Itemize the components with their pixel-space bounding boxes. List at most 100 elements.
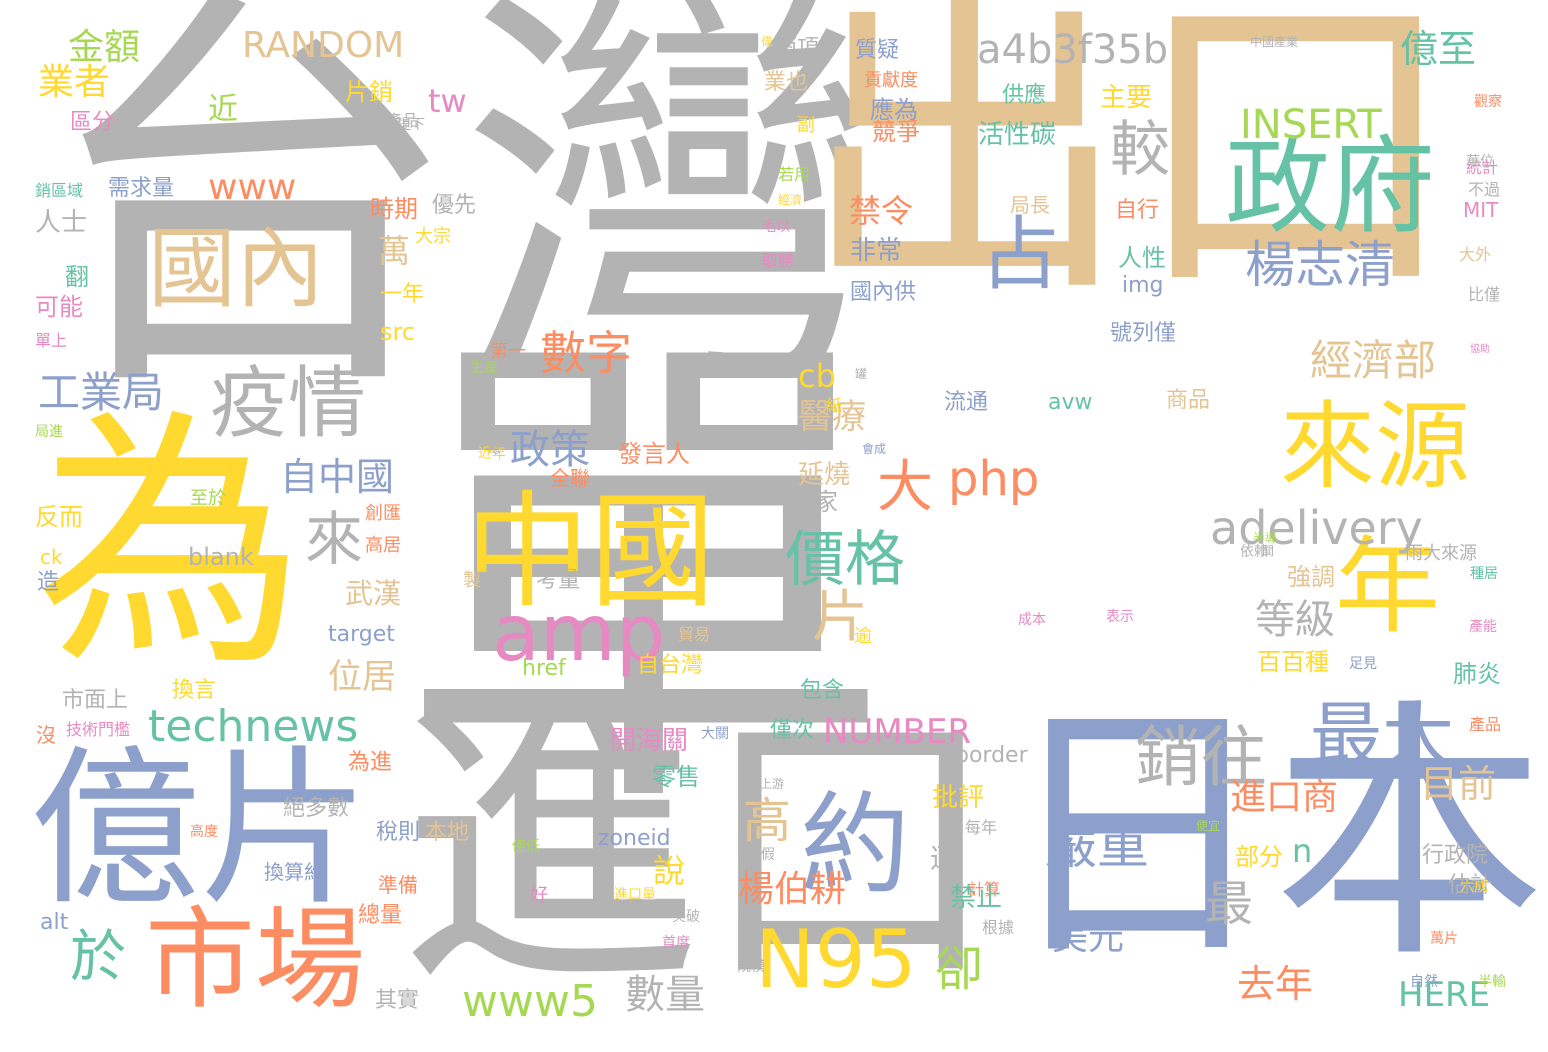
cloud-word: 工業局 <box>38 372 164 414</box>
cloud-word: 翻 <box>65 265 89 289</box>
cloud-word: 偉 <box>761 36 773 48</box>
cloud-word: 經濟部 <box>1310 340 1436 382</box>
cloud-word: 反而 <box>35 505 83 529</box>
cloud-word: 政府 <box>1225 135 1435 240</box>
cloud-word: 強調 <box>1287 565 1335 589</box>
cloud-word: zoneid <box>598 828 671 850</box>
cloud-word: 零售 <box>652 765 700 789</box>
cloud-word: 主要 <box>1100 85 1152 111</box>
cloud-word: RANDOM <box>242 28 404 64</box>
cloud-word: 說 <box>653 855 685 887</box>
cloud-word: 便宜 <box>1196 820 1220 832</box>
cloud-word: 非常 <box>850 238 902 264</box>
cloud-word: 業者 <box>38 65 110 101</box>
cloud-word: 卻 <box>935 945 983 993</box>
cloud-word: 高 <box>738 795 786 843</box>
cloud-word: 去年 <box>1237 965 1313 1003</box>
cloud-word: 延燒 <box>798 462 850 488</box>
cloud-word: 人士 <box>35 210 87 236</box>
cloud-word: 楊伯耕 <box>738 872 846 908</box>
cloud-word: 競爭 <box>872 120 920 144</box>
cloud-word: 總量 <box>358 905 402 927</box>
cloud-word: 準備 <box>378 875 418 895</box>
cloud-word: 創匯 <box>365 505 401 523</box>
cloud-word: 半導 <box>1253 532 1277 544</box>
cloud-word: 銷區域 <box>35 183 83 199</box>
cloud-word: 提下 <box>397 118 425 132</box>
cloud-word: 換算約 <box>264 862 324 882</box>
cloud-word: 區分 <box>70 112 114 134</box>
cloud-word: 業也 <box>764 72 808 94</box>
cloud-word: 間 <box>1262 545 1274 557</box>
cloud-word: 半輸 <box>1478 975 1506 989</box>
cloud-word: 大關 <box>701 727 729 741</box>
cloud-word: cb <box>798 360 836 392</box>
cloud-word: 不過 <box>1468 182 1500 198</box>
cloud-word: 禁令 <box>849 195 913 227</box>
cloud-word: 國內供 <box>850 282 916 304</box>
cloud-word: 毛以 <box>762 220 790 234</box>
cloud-word: 貿易 <box>678 627 710 643</box>
cloud-word: 造 <box>37 572 59 594</box>
cloud-word: www <box>208 170 296 206</box>
cloud-word: 武漢 <box>345 580 401 608</box>
cloud-word: 若用 <box>778 167 810 183</box>
cloud-word: 每年 <box>965 820 997 836</box>
cloud-word: 產品 <box>1469 717 1501 733</box>
cloud-word: 流通 <box>944 392 988 414</box>
cloud-word: 來 <box>305 510 363 568</box>
cloud-word: 位居 <box>328 660 396 694</box>
cloud-word: 僅次 <box>770 720 814 742</box>
cloud-word: 市場 <box>145 905 365 1015</box>
cloud-word: 較 <box>1110 120 1170 180</box>
cloud-word: border <box>955 745 1028 767</box>
cloud-word: 會成 <box>862 443 886 455</box>
cloud-word: 自行 <box>1115 200 1159 222</box>
cloud-word: 商品 <box>1166 390 1210 412</box>
cloud-word: 楊志清 <box>1245 240 1395 290</box>
cloud-word: src <box>380 320 415 344</box>
cloud-word: technews <box>148 705 358 749</box>
cloud-word: 自然 <box>1410 975 1438 989</box>
cloud-word: 價格 <box>785 530 905 590</box>
cloud-word: 時期 <box>370 197 418 221</box>
cloud-word: 優先 <box>432 195 476 217</box>
cloud-word: 大外 <box>1459 247 1491 263</box>
cloud-word: 最 <box>1205 880 1253 928</box>
cloud-word: 取勝 <box>762 253 794 269</box>
cloud-word: 批評 <box>932 785 984 811</box>
cloud-word: 大 <box>877 460 933 516</box>
cloud-word: 等級 <box>1255 600 1335 640</box>
cloud-word: alt <box>40 912 68 934</box>
cloud-word: 單上 <box>35 333 67 349</box>
cloud-word: 本地 <box>425 822 469 844</box>
cloud-word: tw <box>428 85 467 117</box>
cloud-word: 生產 <box>470 361 498 375</box>
cloud-word: n <box>1292 835 1312 867</box>
cloud-word: 進口量 <box>614 888 656 902</box>
cloud-word: 總 <box>488 443 500 455</box>
cloud-word: 上游 <box>760 778 784 790</box>
cloud-word: 沒 <box>36 725 56 745</box>
cloud-word: target <box>328 624 395 646</box>
cloud-word: 罐 <box>855 368 867 380</box>
cloud-word: 近 <box>208 95 238 125</box>
cloud-word: NUMBER <box>823 715 971 749</box>
cloud-word: 貢獻度 <box>864 72 918 90</box>
cloud-word: 其實 <box>375 990 419 1012</box>
cloud-word: 觀察 <box>1474 95 1502 109</box>
cloud-word: 種居 <box>1470 567 1498 581</box>
cloud-word: 遭 <box>930 845 958 873</box>
cloud-word: 供應 <box>1002 85 1046 107</box>
cloud-word: 雨大來源 <box>1405 545 1477 563</box>
cloud-word: 占 <box>980 215 1060 295</box>
cloud-word: 發言人 <box>618 442 690 466</box>
cloud-word: 自台灣 <box>637 655 703 677</box>
cloud-word: 活性碳 <box>978 122 1056 148</box>
cloud-word: 為 <box>35 410 305 680</box>
cloud-word: 為進 <box>348 752 392 774</box>
cloud-word: blank <box>188 545 254 569</box>
cloud-word: 質疑 <box>855 40 899 62</box>
cloud-word: 根據 <box>982 920 1014 936</box>
